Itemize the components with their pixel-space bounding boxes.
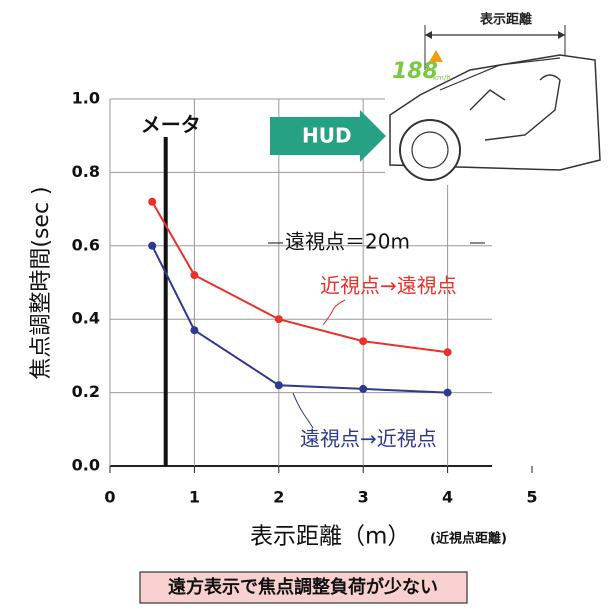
speed-icon: 188 (392, 59, 438, 84)
point (190, 326, 198, 334)
y-tick-label: 0.0 (72, 456, 100, 475)
point (190, 271, 198, 279)
point (444, 389, 452, 397)
point (275, 315, 283, 323)
page: {"chart_data": {"type": "line", "x_label… (0, 0, 612, 611)
x-axis-label: 表示距離（m） (250, 524, 410, 550)
y-tick-label: 0.8 (72, 162, 100, 181)
y-tick-label: 0.6 (72, 235, 100, 254)
speed-unit: km/h (433, 74, 451, 82)
meter-label: メータ (141, 113, 201, 137)
blue-leader (293, 393, 313, 428)
x-tick-label: 0 (104, 488, 115, 507)
point (359, 385, 367, 393)
y-tick-label: 0.2 (72, 382, 100, 401)
conclusion: 遠方表示で焦点調整負荷が少ない (168, 576, 438, 598)
point (275, 381, 283, 389)
far-point-note: 遠視点＝20m (285, 230, 410, 254)
x-tick-label: 3 (358, 488, 369, 507)
red-leader (323, 300, 345, 325)
car-illustration: 表示距離 188 km/h (385, 0, 612, 185)
point (148, 242, 156, 250)
x-tick-label: 2 (273, 488, 284, 507)
y-tick-label: 1.0 (72, 89, 100, 108)
distance-label: 表示距離 (479, 12, 532, 28)
chart: 表示距離 188 km/h HUD 遠視点＝20m 遠方表示で焦点調整負荷が少な… (0, 0, 612, 607)
point (444, 348, 452, 356)
hud-label: HUD (302, 124, 352, 148)
point (148, 198, 156, 206)
x-tick-label: 5 (526, 488, 537, 507)
point (359, 337, 367, 345)
x-tick-label: 1 (189, 488, 200, 507)
y-tick-label: 0.4 (72, 309, 100, 328)
series-label: 近視点→遠視点 (320, 274, 457, 298)
series-label: 遠視点→近視点 (300, 427, 437, 451)
x-tick-label: 4 (442, 488, 453, 507)
y-axis-label: 焦点調整時間(sec ) (29, 186, 54, 379)
x-axis-note: (近視点距離) (430, 531, 507, 547)
